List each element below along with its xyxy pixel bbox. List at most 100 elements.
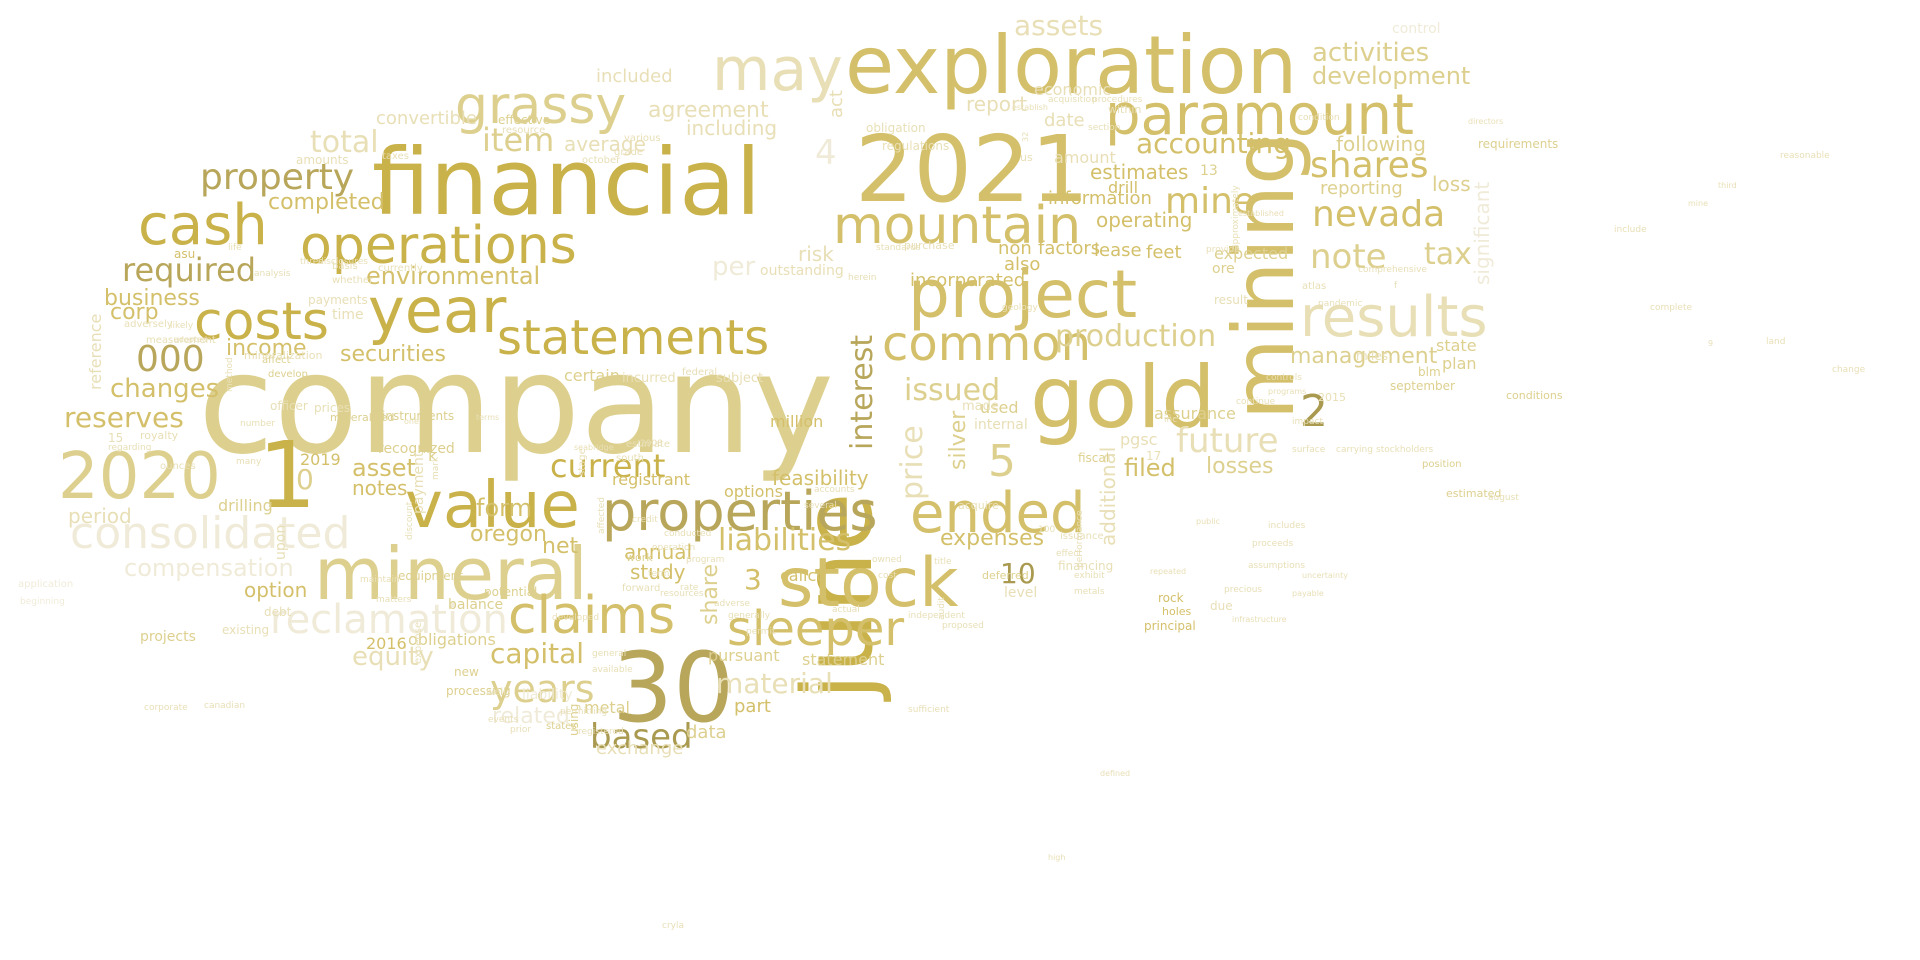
word: matters xyxy=(376,595,412,605)
word: part xyxy=(734,696,771,717)
word: non xyxy=(998,238,1032,259)
word: cryla xyxy=(662,921,684,931)
word: study xyxy=(630,560,686,584)
word: asu xyxy=(174,247,196,261)
word: includes xyxy=(1268,521,1306,531)
word: beginning xyxy=(20,597,65,607)
word: properties xyxy=(602,480,878,543)
word: exchange xyxy=(596,738,684,759)
word: instruments xyxy=(382,409,455,423)
word: september xyxy=(1390,379,1455,393)
word: basis xyxy=(332,261,358,272)
word: consolidated xyxy=(70,508,351,559)
word: estimates xyxy=(1090,160,1189,184)
word: property xyxy=(200,157,355,198)
word: third xyxy=(1718,181,1737,190)
word: generally xyxy=(728,611,771,621)
word: financing xyxy=(1058,559,1114,573)
word: costs xyxy=(194,292,329,352)
word: result xyxy=(1214,293,1248,307)
word: economic xyxy=(1034,80,1112,99)
word: taxes xyxy=(382,151,410,162)
word: ounces xyxy=(160,461,196,472)
word: method xyxy=(225,357,235,392)
word: exploration xyxy=(845,19,1298,112)
word: states xyxy=(546,721,577,732)
word: 100 xyxy=(1038,525,1056,535)
word: may xyxy=(712,35,843,105)
word: public xyxy=(1196,517,1221,526)
word: uncertainty xyxy=(1302,571,1348,580)
word: asset xyxy=(352,454,416,482)
word: also xyxy=(1004,254,1041,275)
word: financial xyxy=(372,129,762,236)
word: affect xyxy=(262,355,291,366)
word: due xyxy=(1210,599,1233,613)
word: incorporated xyxy=(910,270,1026,291)
word: 30 xyxy=(612,632,735,744)
word: potential xyxy=(484,585,538,599)
word: acquisition xyxy=(1048,95,1097,105)
word: recognized xyxy=(378,441,455,457)
word: average xyxy=(564,132,646,156)
word: adverse xyxy=(714,599,751,609)
word: operations xyxy=(300,216,577,276)
word: annual xyxy=(624,540,693,564)
word: procedures xyxy=(1092,95,1143,105)
word: operating xyxy=(1096,208,1193,232)
word: upon xyxy=(273,524,289,560)
word: fiscal xyxy=(1078,451,1110,465)
word: infrastructure xyxy=(1232,615,1287,624)
word: regarding xyxy=(108,443,152,453)
word: events xyxy=(488,715,519,725)
word: royalty xyxy=(140,429,179,442)
word: one xyxy=(404,417,419,426)
word: agreement xyxy=(648,98,769,123)
word: environmental xyxy=(366,262,541,290)
word: debt xyxy=(264,605,292,619)
word: 2015 xyxy=(1318,391,1346,404)
word: mine xyxy=(1165,181,1256,222)
word: 32 xyxy=(1021,131,1030,142)
word: number xyxy=(240,419,276,429)
word: october xyxy=(582,155,621,166)
word: 1 xyxy=(258,422,317,529)
word: assets xyxy=(1014,9,1104,42)
word: period xyxy=(68,504,132,528)
word: repeated xyxy=(1150,567,1187,576)
word: include xyxy=(1614,225,1647,235)
word: liabilities xyxy=(718,523,852,558)
word: pandemic xyxy=(1318,299,1363,309)
word: likely xyxy=(170,321,194,331)
word: common xyxy=(882,316,1092,372)
word: condition xyxy=(1298,113,1340,123)
word: based xyxy=(590,717,693,757)
word: 2019 xyxy=(300,450,341,469)
word: defined xyxy=(1100,769,1131,778)
word: ended xyxy=(910,481,1086,546)
word: stage xyxy=(577,448,588,476)
word: deferred xyxy=(982,569,1029,582)
word: established xyxy=(1238,209,1284,218)
word: material xyxy=(716,667,833,700)
word: stock xyxy=(778,544,959,623)
word: developed xyxy=(552,613,600,623)
word: state xyxy=(1436,336,1477,355)
word: maintain xyxy=(360,575,400,585)
word: nevada xyxy=(1312,194,1446,235)
word: holes xyxy=(1162,605,1192,618)
word: general xyxy=(592,649,627,659)
word: conditions xyxy=(1506,389,1563,402)
word: expected xyxy=(1214,244,1289,263)
word: canadian xyxy=(204,701,246,711)
word: statements xyxy=(497,310,770,366)
word: 2020 xyxy=(58,440,221,514)
word: project xyxy=(908,256,1138,333)
word: subject xyxy=(716,371,764,386)
word: application xyxy=(18,579,74,590)
word: drilling xyxy=(218,496,273,515)
word: results xyxy=(1300,285,1488,350)
word: effect xyxy=(1056,549,1082,559)
word: resource xyxy=(502,125,546,136)
